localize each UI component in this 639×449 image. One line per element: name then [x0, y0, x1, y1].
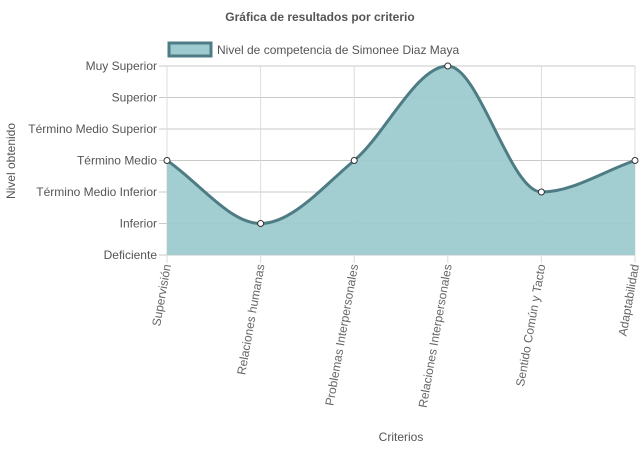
y-tick-label: Término Medio Inferior: [36, 185, 157, 199]
x-tick-label: Adaptabilidad: [616, 263, 639, 337]
data-points: [163, 62, 639, 227]
y-tick-label: Muy Superior: [86, 59, 157, 73]
data-point[interactable]: [444, 62, 452, 70]
y-tick-label: Superior: [112, 91, 157, 105]
x-tick-label: Relaciones Interpersonales: [416, 263, 455, 409]
data-point[interactable]: [537, 188, 545, 196]
x-axis-label: Criterios: [379, 430, 424, 444]
x-axis-ticks: Supervisión Relaciones humanas Problemas I…: [149, 263, 639, 409]
data-point[interactable]: [163, 157, 171, 164]
data-point[interactable]: [631, 157, 639, 164]
x-tick-label: Sentido Común y Tacto: [513, 263, 548, 388]
x-tick-label: Supervisión: [149, 263, 174, 327]
data-point[interactable]: [350, 157, 358, 164]
x-tick-label: Problemas Interpersonales: [322, 263, 361, 407]
legend-label: Nivel de competencia de Simonee Diaz May…: [217, 43, 459, 57]
legend[interactable]: Nivel de competencia de Simonee Diaz May…: [167, 41, 459, 58]
series-fill: [167, 66, 635, 255]
y-tick-label: Deficiente: [104, 248, 158, 262]
chart-title: Gráfica de resultados por criterio: [225, 10, 414, 24]
y-tick-label: Término Medio: [77, 154, 157, 168]
x-tick-label: Relaciones humanas: [234, 263, 267, 376]
y-axis-label: Nivel obtenido: [4, 123, 18, 199]
y-tick-label: Término Medio Superior: [28, 122, 157, 136]
legend-swatch: [167, 41, 213, 58]
y-tick-label: Inferior: [120, 217, 157, 231]
y-axis-ticks: Deficiente Inferior Término Medio Inferior…: [28, 59, 157, 262]
data-point[interactable]: [257, 220, 265, 227]
